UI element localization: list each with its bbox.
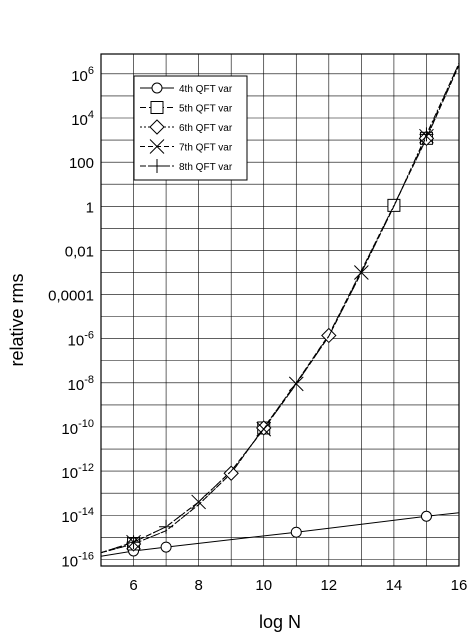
- legend-marker-plus: [150, 159, 164, 173]
- y-tick-label: 10-16: [61, 550, 94, 570]
- series-layer: [100, 63, 460, 557]
- legend-label: 5th QFT var: [179, 104, 233, 115]
- y-tick-label: 0,0001: [48, 288, 94, 305]
- legend-marker-diamond: [149, 119, 165, 135]
- data-point-circle: [160, 541, 172, 553]
- data-point-plus: [419, 127, 434, 142]
- x-axis-label: log N: [259, 612, 301, 632]
- y-tick-label: 10-8: [68, 374, 94, 394]
- data-point-plus: [159, 519, 174, 534]
- tick-labels: 6 8 10 12 14 16 10-16 10-14 10-12 10-10 10-8 10-6 0,…: [48, 65, 467, 594]
- legend-label: 7th QFT var: [179, 143, 233, 154]
- legend-marker-square: [150, 101, 164, 114]
- y-tick-label: 106: [71, 65, 94, 85]
- x-tick-label: 6: [129, 577, 137, 594]
- x-tick-label: 12: [320, 577, 337, 594]
- legend-label: 6th QFT var: [179, 123, 233, 134]
- legend-label: 4th QFT var: [179, 84, 233, 95]
- legend-label: 8th QFT var: [179, 162, 233, 173]
- legend-marker-x: [149, 139, 165, 154]
- series-5: [100, 63, 460, 554]
- data-point-circle: [290, 526, 302, 538]
- y-tick-label: 0,01: [65, 243, 94, 260]
- data-point-diamond: [256, 420, 272, 436]
- legend: 4th QFT var 5th QFT var 6th QFT var 7th QFT…: [133, 75, 248, 181]
- x-tick-label: 14: [386, 577, 403, 594]
- series-line: [100, 512, 460, 557]
- series-line: [100, 63, 460, 554]
- data-point-circle: [420, 510, 432, 522]
- y-tick-label: 10-10: [61, 418, 94, 438]
- series-1: [100, 510, 460, 557]
- y-tick-label: 10-12: [61, 462, 94, 482]
- y-axis-label: relative rms: [7, 273, 27, 366]
- y-tick-label: 10-14: [61, 506, 94, 526]
- x-tick-label: 10: [255, 577, 272, 594]
- y-tick-label: 100: [69, 155, 94, 172]
- y-tick-label: 104: [71, 109, 94, 129]
- y-tick-label: 10-6: [68, 330, 94, 350]
- plot-frame: [100, 53, 460, 567]
- legend-marker-circle: [151, 82, 163, 94]
- data-point-x: [354, 265, 369, 280]
- x-tick-label: 16: [451, 577, 468, 594]
- data-point-plus: [126, 535, 141, 550]
- x-tick-label: 8: [194, 577, 202, 594]
- data-point-diamond: [223, 465, 239, 481]
- y-tick-label: 1: [86, 199, 94, 216]
